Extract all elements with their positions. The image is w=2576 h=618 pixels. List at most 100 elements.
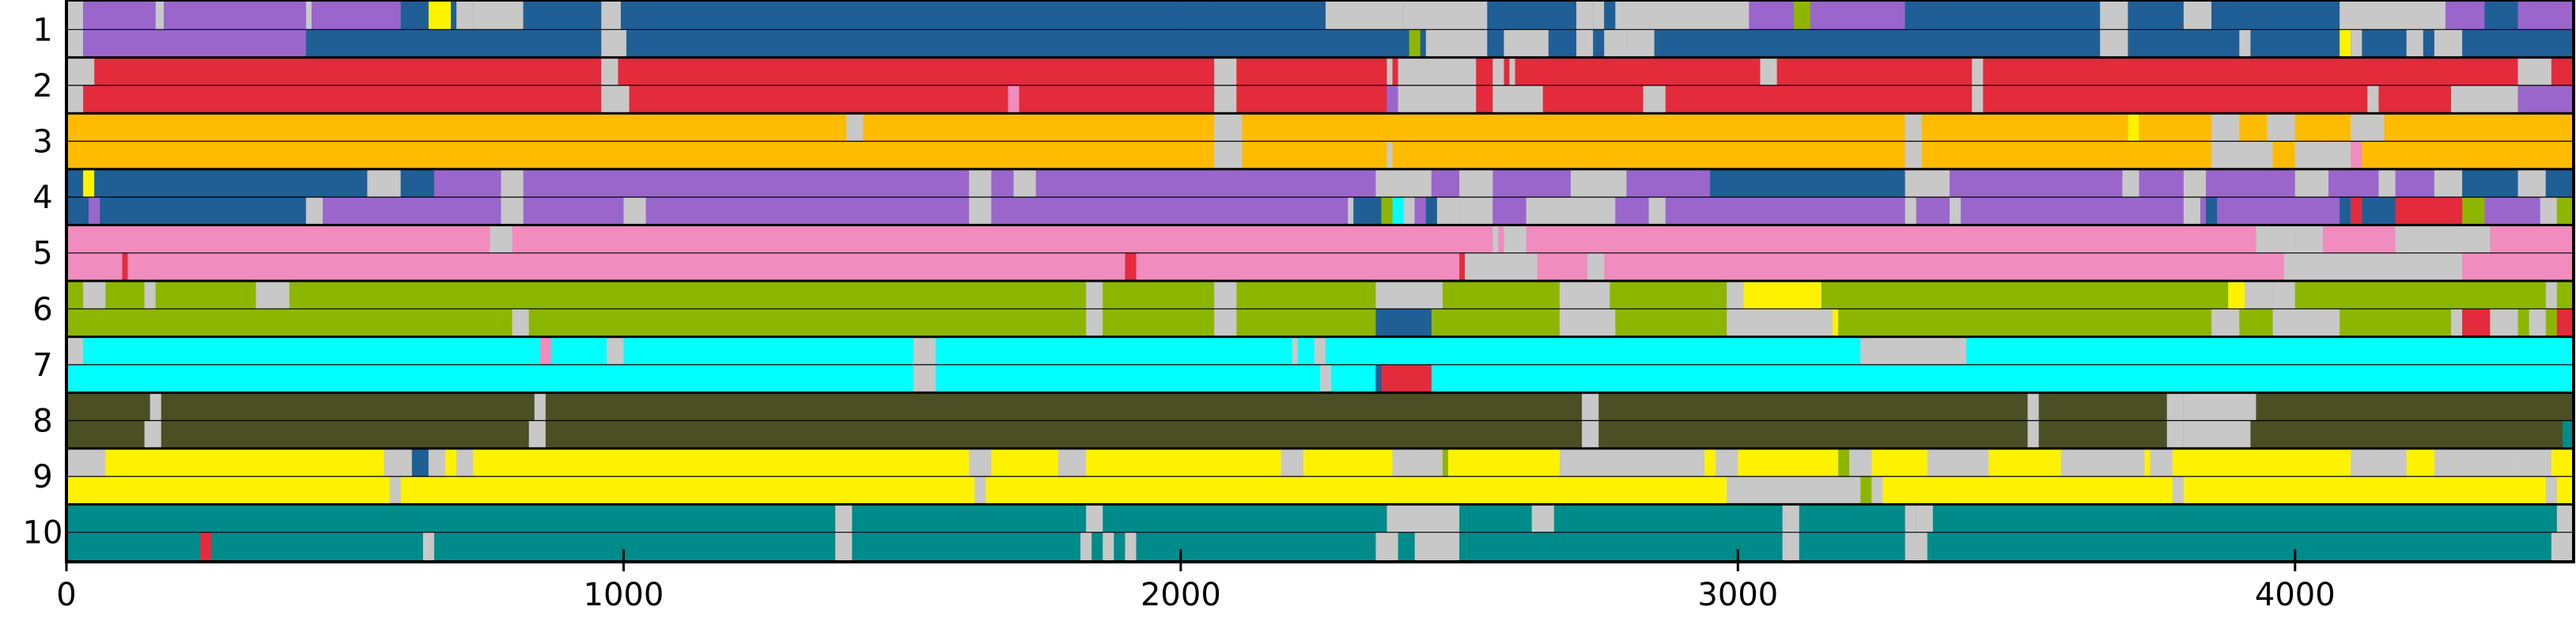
track-row-4-2 [66,197,2574,226]
segment-row-7-1-3 [913,336,936,365]
segment-row-6-1-0 [66,281,84,309]
segment-row-9-1-6 [1057,448,1087,477]
segment-row-1-1-27 [2340,2,2385,30]
x-tick-label: 1000 [584,577,664,613]
segment-row-2-2-12 [2517,85,2574,114]
segment-row-4-2-27 [2395,197,2452,226]
segment-row-6-2-9 [2451,309,2463,337]
segment-row-4-2-10 [1392,197,1404,226]
row-label: 3 [32,124,52,161]
segment-row-2-2-3 [1214,85,1237,114]
segment-row-4-1-23 [2545,169,2574,198]
segment-row-4-2-18 [1582,197,1616,226]
segment-row-9-2-6 [2545,476,2557,505]
segment-row-8-2-5 [2183,420,2251,449]
segment-row-3-2-1 [1386,141,1393,169]
segment-row-1-1-3 [164,2,306,30]
segment-row-9-1-14 [1927,448,1989,477]
segment-row-6-2-4 [1559,309,1616,337]
segment-row-3-1-3 [2128,113,2139,142]
segment-row-1-2-6 [1504,29,1549,58]
segment-row-3-1-0 [846,113,864,142]
segment-row-1-2-9 [1626,29,1655,58]
segment-row-8-1-6 [2256,392,2273,421]
segment-row-6-1-4 [1086,281,1103,309]
segment-row-4-2-1 [89,197,100,226]
segment-row-5-1-0 [490,225,513,253]
segment-row-2-2-7 [1492,85,1543,114]
segment-row-7-1-2 [607,336,624,365]
segment-row-6-2-13 [2556,309,2574,337]
track-row-2-2 [66,85,2574,114]
segment-row-4-2-0 [66,197,89,226]
segment-row-8-1-5 [2183,392,2256,421]
separators-layer [66,28,2574,533]
segment-row-6-1-3 [255,281,289,309]
segment-row-4-2-12 [1414,197,1426,226]
segment-row-2-2-2 [1008,85,1019,114]
segment-row-10-1-5 [1782,504,1799,533]
segment-row-1-1-20 [1810,2,1905,30]
segment-row-1-1-6 [428,2,452,30]
segment-row-10-2-10 [2551,532,2574,560]
segment-row-1-1-9 [523,2,602,30]
segment-row-4-1-10 [1375,169,1432,198]
segment-row-2-2-10 [2367,85,2379,114]
segment-row-1-1-10 [601,2,621,30]
track-row-5-2 [66,252,2574,281]
segment-row-4-1-0 [66,169,84,198]
segment-row-6-2-6 [1833,309,1839,337]
row-label: 1 [32,12,52,48]
segment-row-10-2-1 [422,532,434,560]
row-label: 6 [32,291,52,328]
segment-row-10-1-1 [1086,504,1103,533]
segment-row-9-1-17 [2351,448,2407,477]
segment-row-6-2-11 [2490,309,2518,337]
segment-row-7-1-5 [1314,336,1326,365]
track-row-3-1 [66,113,2574,142]
segment-row-4-1-22 [2517,169,2546,198]
x-tick-label: 0 [56,577,76,613]
segment-row-7-1-6 [1860,336,1950,365]
segment-row-4-2-21 [1950,197,1961,226]
segment-row-5-1-1 [1492,225,1499,253]
segment-row-4-1-16 [2122,169,2139,198]
segment-row-4-1-5 [433,169,501,198]
segment-row-4-1-3 [367,169,401,198]
segment-row-9-1-18 [2434,448,2457,477]
segment-row-9-1-8 [1392,448,1449,477]
segment-row-2-2-0 [66,85,84,114]
segment-row-1-1-7 [456,2,474,30]
segment-row-4-2-6 [969,197,992,226]
segment-row-7-1-4 [1292,336,1298,365]
segment-row-10-2-2 [835,532,853,560]
segment-row-9-1-1 [384,448,412,477]
segment-row-1-1-0 [66,2,84,30]
segment-row-4-2-28 [2451,197,2463,226]
segment-row-1-2-14 [2406,29,2423,58]
segment-row-4-2-22 [2183,197,2201,226]
segment-row-1-1-25 [2211,2,2240,30]
row-label: 2 [32,68,52,104]
segment-row-3-1-4 [2211,113,2240,142]
segment-row-4-2-16 [1492,197,1526,226]
segment-row-4-1-13 [1571,169,1627,198]
segment-row-9-2-0 [389,476,401,505]
segment-row-8-2-6 [2562,420,2574,449]
segment-row-10-2-9 [1905,532,1927,560]
segment-row-8-2-1 [528,420,546,449]
segment-row-4-2-15 [1459,197,1493,226]
segment-row-9-1-2 [411,448,429,477]
row-label: 5 [32,236,52,272]
track-row-10-1 [66,504,2574,533]
segment-row-10-2-8 [1782,532,1799,560]
segment-row-10-2-6 [1375,532,1398,560]
segment-row-4-2-25 [2351,197,2362,226]
segment-row-4-1-6 [501,169,524,198]
track-row-9-2 [66,476,2574,505]
row-label: 8 [32,404,52,440]
segment-row-4-2-20 [1905,197,1916,226]
segment-row-4-2-30 [2540,197,2557,226]
segment-row-3-2-2 [1905,141,1922,169]
